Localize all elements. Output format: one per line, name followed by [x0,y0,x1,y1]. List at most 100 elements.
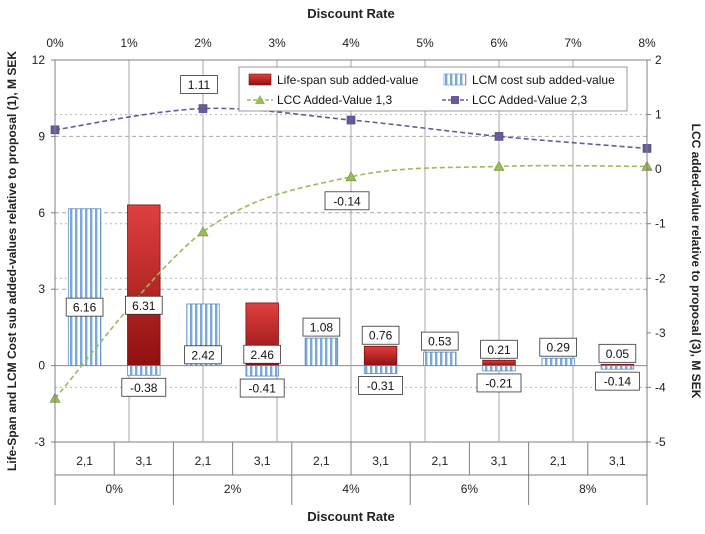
bottom-subcategory-label: 3,1 [609,454,626,468]
data-label-lcm-cost-box [239,378,285,398]
legend-entry-label: LCC Added-Value 2,3 [472,93,588,107]
bottom-subcategory-label: 2,1 [76,454,93,468]
bottom-group-label: 0% [106,482,124,496]
data-label-life-span-box [125,295,163,315]
marker-lcc-1-3 [493,160,505,171]
right-axis-title: LCC added-value relative to proposal (3)… [689,124,703,399]
bar-lcm-cost [482,365,516,372]
left-y-tick-label: 12 [32,53,46,67]
right-y-tick-label: -2 [655,271,666,285]
left-axis-title: Life-Span and LCM Cost sub added-values … [5,51,19,471]
top-axis-tick-label: 8% [638,36,656,50]
right-y-tick-label: 2 [655,53,662,67]
bar-lcm-cost [127,365,161,376]
bottom-group-label: 2% [224,482,242,496]
data-label-life-span: 0.76 [369,329,393,343]
right-y-tick-label: -1 [655,217,666,231]
bar-lcm-cost [363,365,398,374]
left-y-tick-label: 0 [38,359,45,373]
top-axis-tick-label: 6% [490,36,508,50]
bottom-subcategory-label: 3,1 [491,454,508,468]
right-y-tick-label: -3 [655,326,666,340]
bottom-subcategory-label: 2,1 [431,454,448,468]
top-axis-tick-label: 5% [416,36,434,50]
data-label-lcm-cost-box [302,317,341,337]
data-label-lcm-cost: 0.29 [547,341,571,355]
right-y-tick-label: 0 [655,162,662,176]
data-label-lcm-cost-box [595,371,640,391]
bar-lcm-cost [245,365,279,377]
bottom-subcategory-label: 3,1 [372,454,389,468]
data-label-lcm-cost-box [476,373,522,393]
data-label-lcm-cost: -0.38 [130,381,158,395]
legend-swatch-lcm-cost [443,73,467,86]
bottom-subcategory-label: 2,1 [195,454,212,468]
data-label-life-span: 2.46 [251,348,275,362]
data-label-lcm-cost: 2.42 [191,348,215,362]
top-axis-tick-label: 2% [194,36,212,50]
right-y-tick-label: 1 [655,108,662,122]
bottom-subcategory-label: 2,1 [313,454,330,468]
legend-box [238,66,628,112]
bar-life-span [363,345,398,366]
data-label-lcm-cost-box [121,377,167,397]
right-y-tick-label: -5 [655,435,666,449]
data-label-lcc-2-3-box [180,75,218,94]
bar-lcm-cost [304,337,339,367]
marker-lcc-1-3 [197,226,209,237]
marker-lcc-2-3 [198,104,208,113]
bottom-subcategory-label: 2,1 [550,454,567,468]
bottom-subcategory-label: 3,1 [135,454,152,468]
legend-entry-label: LCM cost sub added-value [472,73,615,87]
data-label-lcm-cost: 6.16 [73,301,97,315]
bottom-group-label: 8% [579,482,597,496]
top-axis-tick-label: 7% [564,36,582,50]
data-label-lcc-1-3-box [324,191,370,211]
data-label-life-span-box [243,344,282,364]
bar-life-span [127,204,161,367]
bottom-subcategory-label: 3,1 [254,454,271,468]
bar-lcm-cost [67,208,102,366]
marker-lcc-1-3 [345,171,357,182]
legend-entry-label: LCC Added-Value 1,3 [277,93,393,107]
data-label-lcm-cost: -0.21 [485,376,513,390]
data-label-lcm-cost-box [420,331,459,351]
bar-life-span [482,359,516,367]
top-axis-tick-label: 1% [120,36,138,50]
bar-lcm-cost [600,365,635,370]
data-label-lcm-cost-box [184,345,222,365]
right-y-tick-label: -4 [655,380,666,394]
bottom-axis-title: Discount Rate [307,509,394,524]
data-label-life-span-box [480,339,518,359]
top-axis-tick-label: 3% [268,36,286,50]
marker-lcc-2-3 [494,132,504,141]
marker-lcc-2-3 [346,115,356,125]
data-label-lcm-cost: -0.41 [249,382,277,396]
bar-lcm-cost [423,351,457,366]
bottom-group-label: 6% [461,482,479,496]
line-lcc-1-3 [54,164,648,399]
data-label-life-span: 0.05 [606,347,630,361]
data-label-lcm-cost: -0.31 [367,379,395,393]
left-y-tick-label: 6 [38,206,45,220]
data-label-life-span-box [598,343,637,363]
bar-lcm-cost [541,357,575,366]
data-label-lcc-1-3: -0.14 [333,194,361,208]
data-label-life-span: 0.21 [487,343,511,357]
data-label-life-span: 6.31 [132,299,156,313]
top-axis-tick-label: 4% [342,36,360,50]
left-y-tick-label: -3 [34,435,45,449]
top-axis-title: Discount Rate [307,6,394,21]
left-y-tick-label: 3 [38,282,45,296]
data-label-lcm-cost-box [358,376,404,395]
data-label-lcm-cost: 0.53 [428,335,452,349]
data-label-lcm-cost-box [539,337,577,357]
data-label-lcm-cost-box [65,297,104,317]
left-y-tick-label: 9 [38,129,45,143]
data-label-lcm-cost: 1.08 [310,321,334,335]
legend-entry-label: Life-span sub added-value [277,73,419,87]
bottom-group-label: 4% [342,482,360,496]
data-label-life-span-box [361,325,400,345]
legend-marker-lcc-1-3 [255,95,265,104]
